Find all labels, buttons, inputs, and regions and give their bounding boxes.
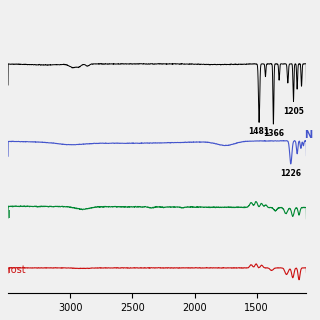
Text: N: N <box>305 130 313 140</box>
Text: rost: rost <box>7 265 25 275</box>
Text: 1205: 1205 <box>283 107 304 116</box>
Text: 1481: 1481 <box>249 127 270 136</box>
Text: 1366: 1366 <box>263 129 284 138</box>
Text: l: l <box>7 210 10 220</box>
Text: 1226: 1226 <box>280 169 301 178</box>
